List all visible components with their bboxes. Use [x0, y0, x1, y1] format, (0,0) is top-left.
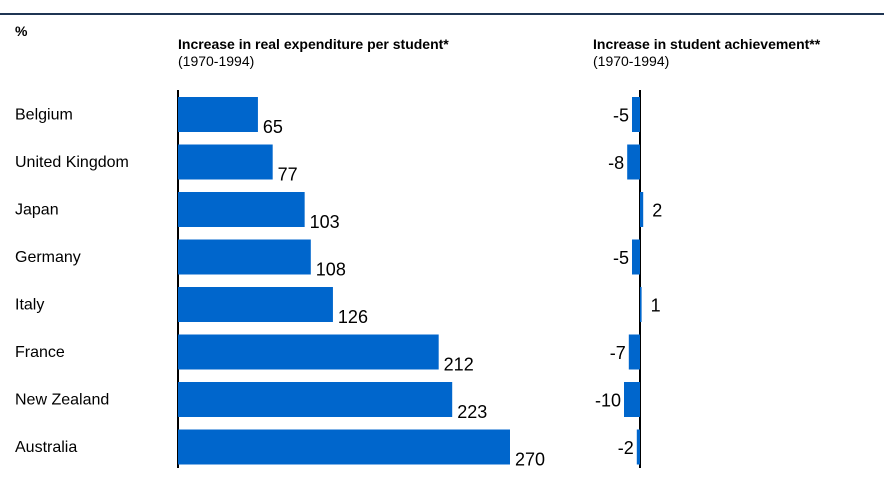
category-label: Germany [15, 249, 81, 266]
category-label: New Zealand [15, 392, 109, 409]
category-label: Australia [15, 439, 77, 456]
achievement-bar [632, 239, 640, 275]
right-chart-subtitle: (1970-1994) [593, 53, 670, 69]
expenditure-bar [178, 239, 311, 275]
expenditure-bar [178, 334, 439, 370]
expenditure-bar [178, 144, 273, 180]
achievement-value-label: -5 [613, 106, 629, 126]
expenditure-value-label: 77 [278, 165, 298, 185]
achievement-value-label: -8 [608, 153, 624, 173]
achievement-bar [636, 429, 640, 465]
expenditure-bar [178, 287, 333, 322]
right-chart-title: Increase in student achievement** [593, 36, 821, 52]
left-chart-subtitle: (1970-1994) [178, 53, 255, 69]
unit-label: % [15, 23, 28, 39]
expenditure-value-label: 65 [263, 117, 283, 137]
left-chart-header: Increase in real expenditure per student… [178, 36, 449, 70]
achievement-value-label: -5 [613, 248, 629, 268]
category-label: Japan [15, 202, 59, 219]
achievement-value-label: 2 [652, 201, 662, 221]
achievement-value-label: -2 [618, 438, 634, 458]
expenditure-value-label: 108 [316, 260, 346, 280]
expenditure-value-label: 103 [310, 212, 340, 232]
expenditure-value-label: 212 [444, 355, 474, 375]
category-label: Italy [15, 297, 44, 314]
expenditure-value-label: 223 [457, 402, 487, 422]
expenditure-bar [178, 192, 305, 227]
category-label: United Kingdom [15, 154, 129, 171]
right-chart-header: Increase in student achievement** (1970-… [593, 36, 820, 70]
expenditure-bar [178, 97, 258, 132]
expenditure-value-label: 270 [515, 450, 545, 470]
achievement-bar [624, 382, 640, 417]
left-chart-title: Increase in real expenditure per student… [178, 36, 449, 52]
achievement-value-label: 1 [651, 296, 661, 316]
expenditure-bar [178, 429, 510, 465]
category-label: France [15, 344, 65, 361]
achievement-bar [640, 192, 644, 227]
achievement-bar [628, 334, 640, 370]
expenditure-bar [178, 382, 453, 417]
achievement-value-label: -7 [610, 343, 626, 363]
achievement-bar [640, 287, 642, 322]
achievement-bar [632, 97, 640, 132]
expenditure-value-label: 126 [338, 307, 368, 327]
achievement-value-label: -10 [595, 391, 621, 411]
top-rule [0, 13, 884, 15]
achievement-bar [627, 144, 640, 180]
category-label: Belgium [15, 107, 73, 124]
